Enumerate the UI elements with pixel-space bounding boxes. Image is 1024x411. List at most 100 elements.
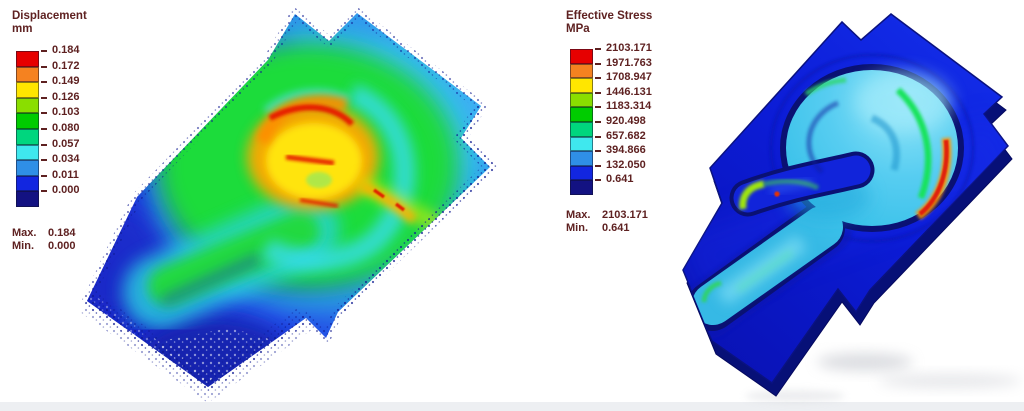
legend-tick bbox=[41, 159, 47, 162]
legend-value: 0.126 bbox=[52, 90, 80, 103]
legend-tick bbox=[595, 120, 601, 123]
legend-entry: 2103.171 bbox=[570, 42, 652, 64]
legend-value: 0.184 bbox=[52, 44, 80, 56]
max-stress-red-band bbox=[918, 139, 949, 216]
displacement-legend: Displacement mm 0.184 0.172 0.149 0.126 … bbox=[12, 10, 87, 252]
legend-tick bbox=[595, 135, 601, 138]
legend-value: 0.641 bbox=[606, 173, 634, 186]
legend-swatch bbox=[570, 121, 593, 137]
min-label: Min. bbox=[12, 240, 34, 252]
legend-swatch bbox=[16, 144, 39, 161]
displacement-plot-viewport[interactable] bbox=[57, 0, 530, 411]
legend-tick bbox=[595, 62, 601, 65]
legend-tick bbox=[41, 50, 47, 52]
mid-stress-green-band bbox=[895, 87, 932, 200]
legend-colorbar: 2103.171 1971.763 1708.947 1446.131 1183… bbox=[570, 42, 652, 195]
legend-tick bbox=[41, 174, 47, 177]
legend-value: 2103.171 bbox=[606, 42, 652, 54]
legend-tick bbox=[41, 143, 47, 146]
legend-entry: 0.034 bbox=[16, 153, 80, 176]
legend-value: 0.172 bbox=[52, 59, 80, 72]
legend-swatch bbox=[16, 191, 39, 207]
legend-value: 0.011 bbox=[52, 168, 79, 181]
legend-minmax: Max. 2103.171 Min. 0.641 bbox=[566, 209, 648, 235]
legend-entry: 0.080 bbox=[16, 122, 80, 145]
legend-colorbar: 0.184 0.172 0.149 0.126 0.103 0.080 0.05… bbox=[16, 44, 80, 207]
legend-entry: 0.000 bbox=[16, 184, 80, 207]
legend-swatch bbox=[570, 92, 593, 108]
legend-entry: 132.050 bbox=[570, 159, 646, 181]
legend-tick bbox=[595, 179, 601, 182]
legend-tick bbox=[41, 65, 47, 68]
legend-units: mm bbox=[12, 23, 33, 35]
legend-entry: 0.149 bbox=[16, 75, 80, 98]
legend-swatch bbox=[16, 175, 39, 192]
legend-tick bbox=[41, 96, 47, 99]
legend-swatch bbox=[570, 151, 593, 166]
legend-value: 132.050 bbox=[606, 158, 646, 171]
max-displacement-band bbox=[268, 104, 355, 127]
legend-entry: 1183.314 bbox=[570, 100, 651, 122]
legend-tick bbox=[41, 127, 47, 130]
legend-value: 0.034 bbox=[52, 153, 80, 166]
legend-value: 1708.947 bbox=[606, 71, 652, 84]
die-shadow bbox=[817, 353, 913, 371]
legend-units: MPa bbox=[566, 23, 590, 35]
legend-entry: 657.682 bbox=[570, 130, 646, 152]
effective-stress-legend: Effective Stress MPa 2103.171 1971.763 1… bbox=[566, 10, 652, 234]
min-label: Min. bbox=[566, 222, 588, 234]
max-label: Max. bbox=[566, 209, 591, 221]
legend-entry: 920.498 bbox=[570, 115, 646, 137]
legend-swatch bbox=[570, 78, 593, 93]
legend-value: 0.057 bbox=[52, 137, 80, 150]
legend-swatch bbox=[570, 180, 593, 195]
bottom-gray-strip bbox=[0, 402, 1024, 411]
legend-tick bbox=[41, 190, 47, 193]
legend-value: 394.866 bbox=[606, 144, 646, 157]
displacement-part bbox=[87, 13, 490, 387]
legend-title: Displacement bbox=[12, 10, 87, 22]
min-value: 0.641 bbox=[602, 222, 630, 234]
legend-tick bbox=[595, 164, 601, 167]
legend-entry: 394.866 bbox=[570, 144, 646, 166]
stress-plot-viewport[interactable] bbox=[682, 13, 1022, 402]
legend-swatch bbox=[16, 113, 39, 129]
legend-entry: 0.641 bbox=[570, 173, 634, 195]
legend-value: 0.080 bbox=[52, 121, 80, 134]
legend-entry: 0.172 bbox=[16, 60, 80, 83]
legend-swatch bbox=[570, 63, 593, 79]
hook-handle-ridge bbox=[148, 211, 320, 306]
legend-entry: 0.126 bbox=[16, 91, 80, 114]
legend-entry: 0.184 bbox=[16, 44, 80, 67]
legend-value: 1183.314 bbox=[606, 100, 652, 113]
legend-tick bbox=[595, 77, 601, 80]
legend-entry: 0.057 bbox=[16, 138, 80, 161]
legend-swatch bbox=[16, 128, 39, 145]
legend-entry: 0.011 bbox=[16, 169, 79, 192]
cavity-outer-bevel bbox=[769, 53, 975, 243]
legend-value: 0.149 bbox=[52, 75, 80, 88]
legend-entry: 1708.947 bbox=[570, 71, 652, 93]
legend-swatch bbox=[16, 97, 39, 114]
legend-tick bbox=[595, 106, 601, 109]
legend-tick bbox=[41, 81, 47, 84]
max-label: Max. bbox=[12, 227, 37, 239]
legend-swatch bbox=[570, 165, 593, 181]
legend-minmax: Max. 0.184 Min. 0.000 bbox=[12, 227, 76, 253]
legend-swatch bbox=[16, 160, 39, 176]
legend-value: 0.103 bbox=[52, 106, 80, 119]
max-value: 0.184 bbox=[48, 227, 76, 239]
legend-swatch bbox=[570, 107, 593, 122]
legend-value: 1446.131 bbox=[606, 85, 652, 98]
legend-tick bbox=[595, 91, 601, 94]
legend-swatch bbox=[16, 51, 39, 67]
legend-value: 1971.763 bbox=[606, 56, 652, 69]
legend-value: 657.682 bbox=[606, 129, 646, 142]
legend-swatch bbox=[570, 49, 593, 64]
legend-swatch bbox=[570, 136, 593, 152]
legend-value: 0.000 bbox=[52, 184, 80, 197]
legend-entry: 1446.131 bbox=[570, 86, 652, 108]
legend-tick bbox=[41, 112, 47, 115]
legend-entry: 1971.763 bbox=[570, 57, 652, 79]
